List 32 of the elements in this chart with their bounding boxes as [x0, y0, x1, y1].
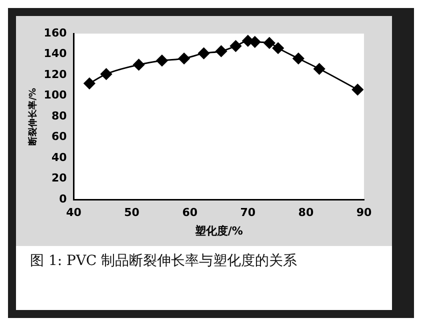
y-tick-label: 140 [44, 47, 68, 60]
point [352, 84, 364, 96]
point [156, 54, 168, 66]
point [133, 58, 145, 70]
point [84, 78, 96, 90]
y-tick-label: 60 [51, 130, 68, 144]
point [249, 36, 261, 48]
y-tick-label: 80 [51, 109, 68, 122]
y-tick-label: 20 [51, 172, 68, 185]
y-axis-title: 断裂伸长率/% [28, 88, 39, 146]
x-tick-label: 50 [124, 206, 140, 220]
x-tick-label: 70 [240, 206, 256, 220]
y-tick-label: 100 [44, 88, 68, 102]
y-tick-label: 120 [44, 68, 68, 81]
x-tick-label: 40 [66, 206, 82, 220]
point [230, 40, 242, 52]
point [314, 63, 326, 75]
point [178, 52, 190, 64]
point [264, 37, 276, 49]
x-tick-label: 60 [182, 206, 198, 220]
text: 图 1: PVC 制品断裂伸长率与塑化度的关系 [30, 252, 298, 270]
x-tick-label: 90 [356, 206, 372, 220]
point [215, 45, 227, 57]
x-axis-title: 塑化度/% [194, 224, 243, 238]
point [198, 48, 210, 60]
point [292, 52, 304, 64]
y-tick-label: 40 [51, 150, 68, 164]
y-tick-label: 0 [59, 192, 68, 206]
x-tick-label: 80 [298, 206, 314, 220]
y-tick-label: 160 [44, 26, 68, 40]
point [100, 68, 112, 80]
point [272, 42, 284, 54]
